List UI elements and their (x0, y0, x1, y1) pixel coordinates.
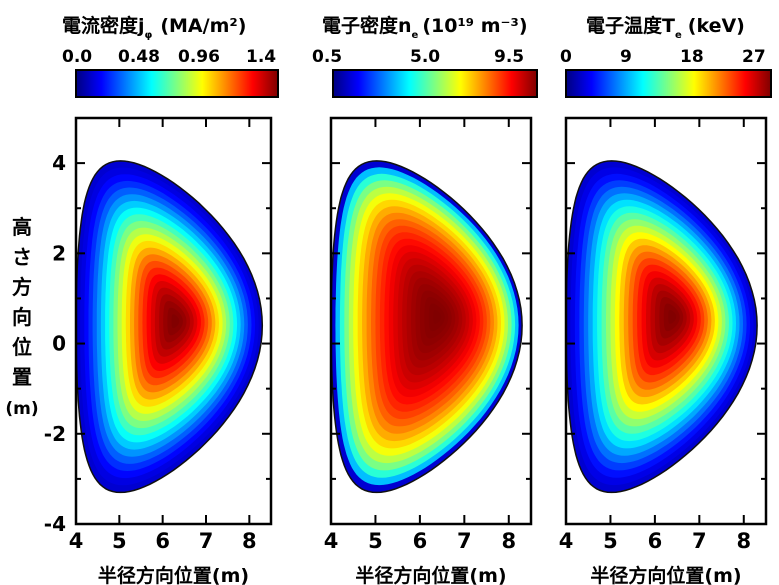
x-axis-label: 半径方向位置(m) (98, 564, 249, 585)
contour-band (171, 314, 180, 329)
y-tick-label: -2 (44, 422, 66, 446)
colorbar-electron-density (332, 69, 538, 98)
x-tick-label: 4 (69, 529, 84, 553)
cbar-tick: 0.96 (178, 47, 220, 67)
x-tick-label: 7 (457, 529, 472, 553)
y-label-char: 高 (12, 215, 32, 239)
x-tick-label: 6 (155, 529, 170, 553)
y-tick-label: 0 (52, 332, 66, 356)
cbar-tick: 27 (742, 47, 766, 67)
cbar-tick: 0.5 (312, 47, 342, 67)
y-tick-label: -4 (44, 512, 66, 536)
axes-frame (329, 116, 533, 526)
x-axis-label: 半径方向位置(m) (355, 564, 506, 585)
y-label-unit: (m) (5, 399, 38, 419)
x-tick-label: 4 (324, 529, 339, 553)
cbar-tick: 0 (560, 47, 572, 67)
y-label-char: 方 (12, 275, 32, 299)
title-electron-temperature: 電子温度Te (keV) (586, 14, 745, 41)
cbar-tick: 9.5 (494, 47, 524, 67)
x-tick-label: 4 (559, 529, 574, 553)
title-electron-density: 電子密度ne (10¹⁹ m⁻³) (322, 14, 528, 41)
cbar-tick: 9 (620, 47, 632, 67)
colorbar-group-temperature: 電子温度Te (keV) 0 9 18 27 (560, 14, 772, 98)
axes-frame (74, 116, 273, 526)
colorbar-electron-temperature (565, 69, 772, 98)
panel-current-density: 4 5 6 7 8 4 2 0 -2 -4 半径方向位置(m) (44, 116, 273, 585)
x-tick-label: 6 (413, 529, 428, 553)
y-tick-label: 2 (52, 241, 66, 265)
cbar-tick: 1.4 (246, 47, 276, 67)
title-current-density: 電流密度jφ (MA/m²) (62, 14, 246, 41)
y-label-char: 向 (12, 305, 32, 329)
x-tick-label: 7 (692, 529, 707, 553)
cbar-tick: 0.0 (62, 47, 92, 67)
y-tick-label: 4 (52, 151, 66, 175)
y-label-char: 位 (12, 335, 32, 359)
cbar-tick: 18 (680, 47, 704, 67)
cbar-tick: 0.48 (118, 47, 160, 67)
x-axis-label: 半径方向位置(m) (590, 564, 741, 585)
x-tick-label: 8 (242, 529, 257, 553)
colorbar-current-density (75, 69, 279, 98)
x-tick-label: 5 (368, 529, 383, 553)
y-axis-label: 高 さ 方 向 位 置 (m) (5, 215, 38, 419)
x-tick-label: 8 (501, 529, 516, 553)
x-tick-label: 8 (736, 529, 751, 553)
contour-band (668, 310, 677, 324)
colorbar-group-density: 電子密度ne (10¹⁹ m⁻³) 0.5 5.0 9.5 (312, 14, 538, 98)
cbar-tick: 5.0 (410, 47, 440, 67)
x-tick-label: 7 (199, 529, 214, 553)
panel-electron-density: 4 5 6 7 8 半径方向位置(m) (324, 116, 533, 585)
x-tick-label: 6 (648, 529, 663, 553)
panel-electron-temperature: 4 5 6 7 8 半径方向位置(m) (559, 116, 768, 585)
y-label-char: 置 (12, 365, 32, 389)
x-tick-label: 5 (112, 529, 127, 553)
contour-band (433, 310, 442, 324)
axes-frame (564, 116, 768, 526)
x-tick-label: 5 (603, 529, 618, 553)
y-label-char: さ (12, 245, 32, 269)
colorbar-group-current: 電流密度jφ (MA/m²) 0.0 0.48 0.96 1.4 (62, 14, 279, 98)
